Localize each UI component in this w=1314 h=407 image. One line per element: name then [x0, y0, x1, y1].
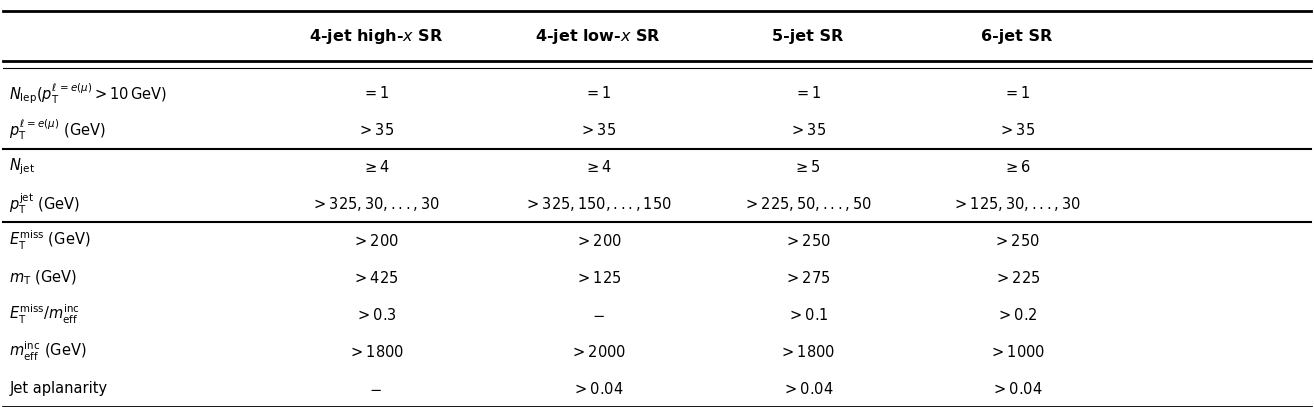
Text: $> 35$: $> 35$	[357, 122, 394, 138]
Text: $> 250$: $> 250$	[784, 233, 830, 249]
Text: 6-jet SR: 6-jet SR	[982, 29, 1053, 44]
Text: $> 0.1$: $> 0.1$	[787, 307, 828, 323]
Text: $> 35$: $> 35$	[579, 122, 616, 138]
Text: 4-jet high-$x$ SR: 4-jet high-$x$ SR	[309, 27, 443, 46]
Text: $> 0.2$: $> 0.2$	[996, 307, 1037, 323]
Text: $> 0.3$: $> 0.3$	[355, 307, 397, 323]
Text: $= 1$: $= 1$	[1003, 85, 1030, 101]
Text: $E_{\mathrm{T}}^{\mathrm{miss}}$ (GeV): $E_{\mathrm{T}}^{\mathrm{miss}}$ (GeV)	[9, 229, 91, 252]
Text: $> 225, 50, ..., 50$: $> 225, 50, ..., 50$	[742, 195, 872, 213]
Text: $> 250$: $> 250$	[993, 233, 1041, 249]
Text: $> 425$: $> 425$	[352, 270, 399, 286]
Text: $> 325, 30, ..., 30$: $> 325, 30, ..., 30$	[311, 195, 440, 213]
Text: $N_{\mathrm{jet}}$: $N_{\mathrm{jet}}$	[9, 157, 35, 177]
Text: $p_{\mathrm{T}}^{\mathrm{jet}}$ (GeV): $p_{\mathrm{T}}^{\mathrm{jet}}$ (GeV)	[9, 192, 80, 216]
Text: $m_{\mathrm{T}}$ (GeV): $m_{\mathrm{T}}$ (GeV)	[9, 269, 78, 287]
Text: $> 200$: $> 200$	[352, 233, 399, 249]
Text: $p_{\mathrm{T}}^{\ell\,=e(\mu)}$ (GeV): $p_{\mathrm{T}}^{\ell\,=e(\mu)}$ (GeV)	[9, 118, 106, 142]
Text: $> 35$: $> 35$	[999, 122, 1035, 138]
Text: $= 1$: $= 1$	[361, 85, 389, 101]
Text: Jet aplanarity: Jet aplanarity	[9, 381, 108, 396]
Text: $= 1$: $= 1$	[585, 85, 612, 101]
Text: $> 1800$: $> 1800$	[779, 344, 836, 360]
Text: $> 0.04$: $> 0.04$	[782, 381, 833, 396]
Text: $> 325, 150, ..., 150$: $> 325, 150, ..., 150$	[524, 195, 671, 213]
Text: $> 275$: $> 275$	[784, 270, 830, 286]
Text: $> 1800$: $> 1800$	[348, 344, 403, 360]
Text: $> 0.04$: $> 0.04$	[573, 381, 624, 396]
Text: $N_{\mathrm{lep}}(p_{\mathrm{T}}^{\ell\,=e(\mu)} > 10\,\mathrm{GeV})$: $N_{\mathrm{lep}}(p_{\mathrm{T}}^{\ell\,…	[9, 81, 167, 105]
Text: $-$: $-$	[369, 381, 382, 396]
Text: $-$: $-$	[591, 307, 604, 322]
Text: $> 35$: $> 35$	[788, 122, 827, 138]
Text: $E_{\mathrm{T}}^{\mathrm{miss}}/m_{\mathrm{eff}}^{\mathrm{inc}}$: $E_{\mathrm{T}}^{\mathrm{miss}}/m_{\math…	[9, 303, 80, 326]
Text: $> 0.04$: $> 0.04$	[991, 381, 1042, 396]
Text: $\geq 5$: $\geq 5$	[794, 159, 821, 175]
Text: $> 125$: $> 125$	[574, 270, 622, 286]
Text: $= 1$: $= 1$	[794, 85, 821, 101]
Text: $> 200$: $> 200$	[574, 233, 622, 249]
Text: 4-jet low-$x$ SR: 4-jet low-$x$ SR	[535, 27, 661, 46]
Text: $> 1000$: $> 1000$	[988, 344, 1045, 360]
Text: $> 2000$: $> 2000$	[570, 344, 627, 360]
Text: $> 125, 30, ..., 30$: $> 125, 30, ..., 30$	[953, 195, 1081, 213]
Text: $\geq 4$: $\geq 4$	[583, 159, 612, 175]
Text: $\geq 4$: $\geq 4$	[361, 159, 390, 175]
Text: $m_{\mathrm{eff}}^{\mathrm{inc}}$ (GeV): $m_{\mathrm{eff}}^{\mathrm{inc}}$ (GeV)	[9, 340, 87, 363]
Text: $\geq 6$: $\geq 6$	[1003, 159, 1031, 175]
Text: 5-jet SR: 5-jet SR	[771, 29, 844, 44]
Text: $> 225$: $> 225$	[993, 270, 1041, 286]
